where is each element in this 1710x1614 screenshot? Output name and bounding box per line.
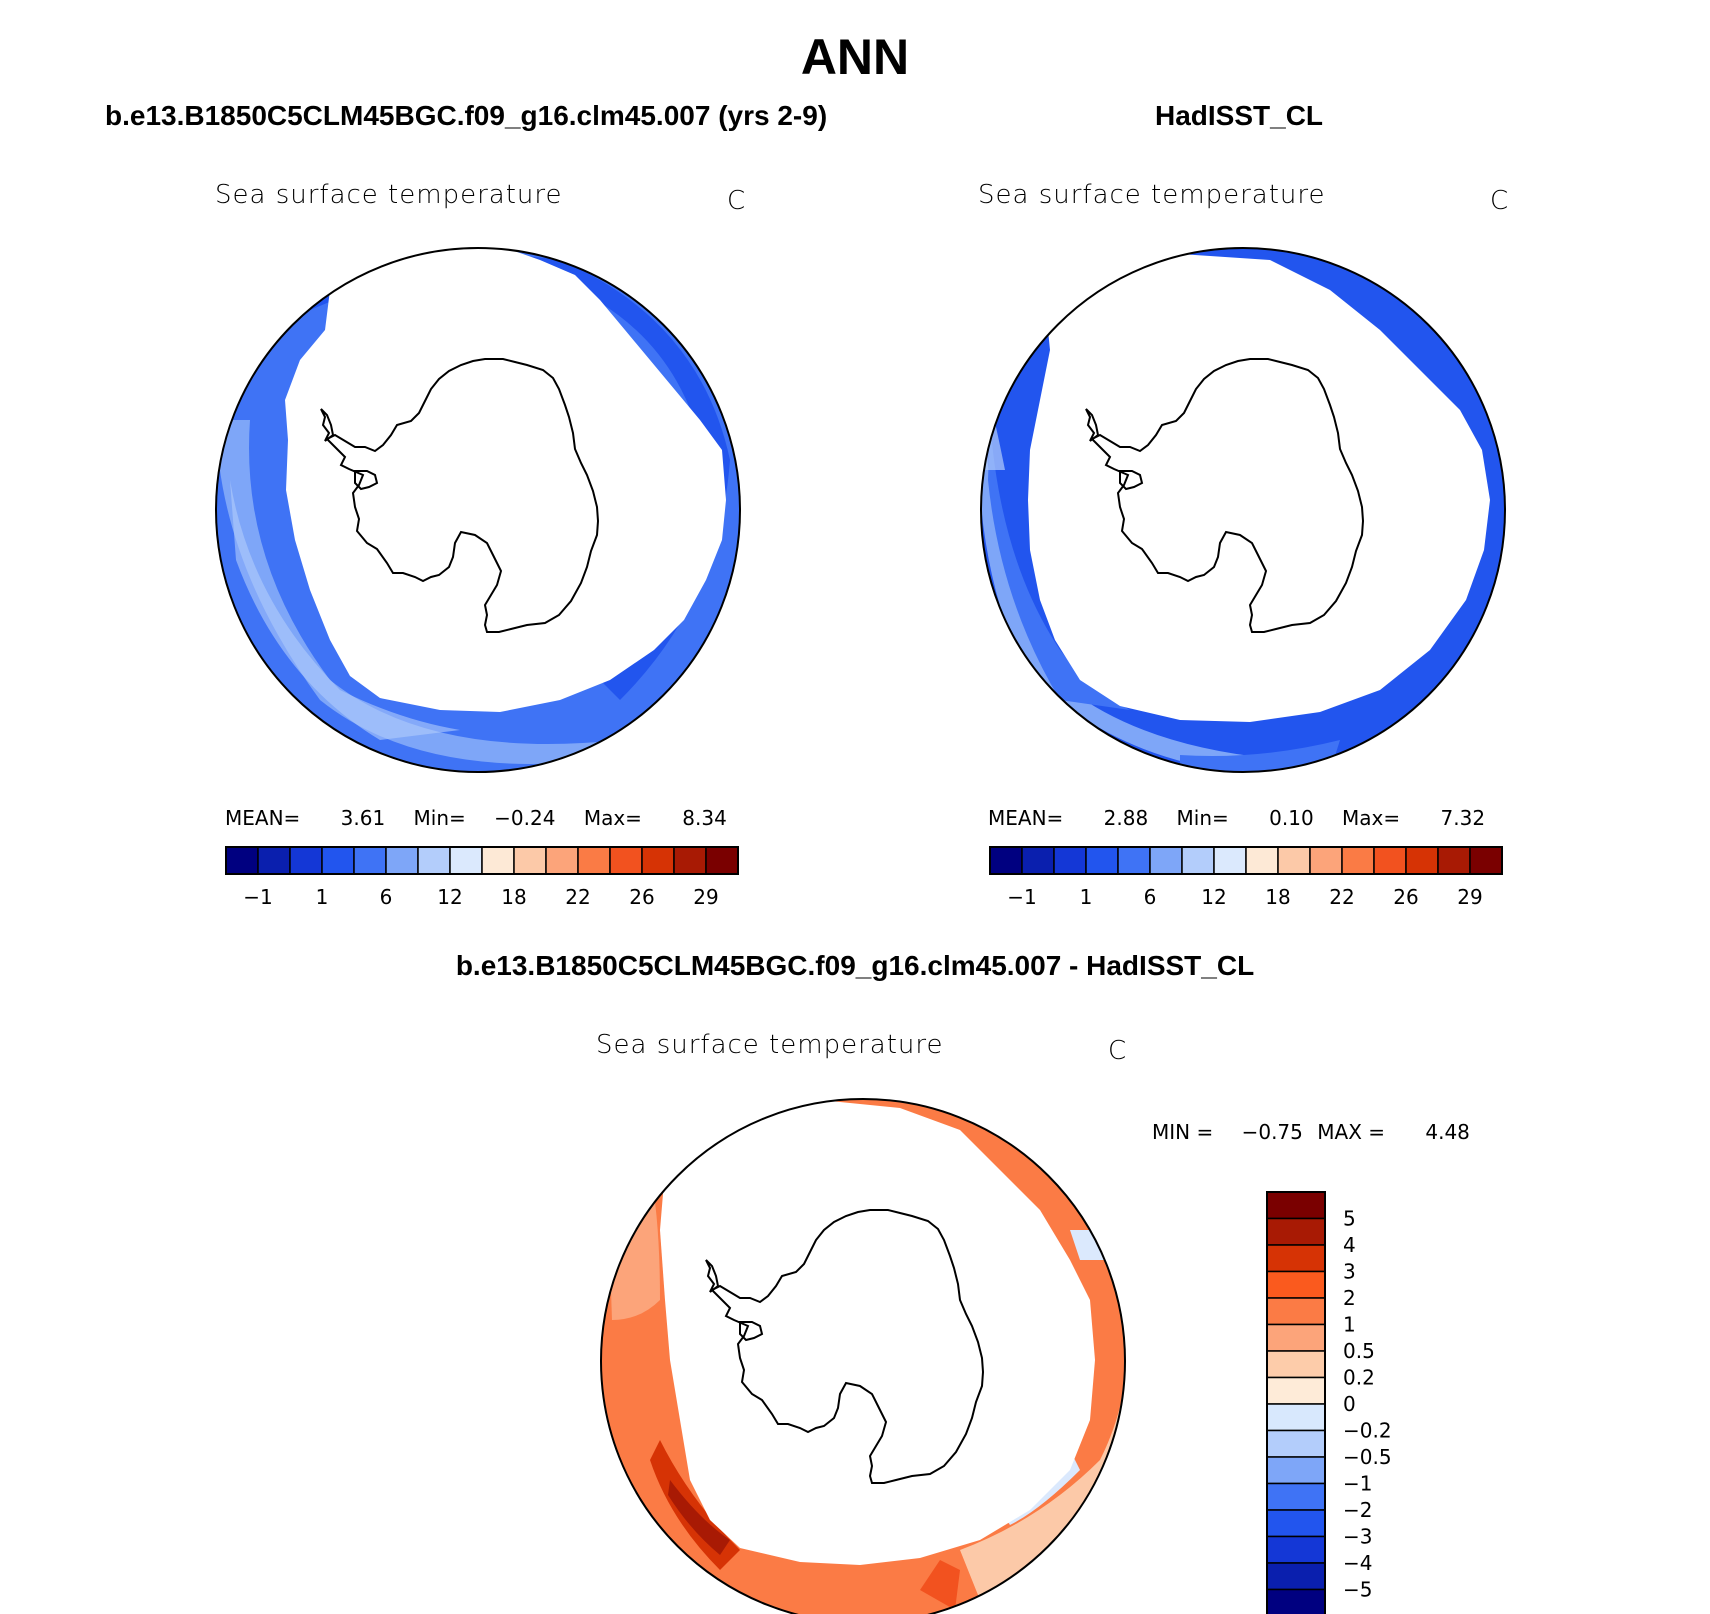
difference-colorbar-label: 1 <box>1343 1313 1356 1337</box>
difference-colorbar-swatch <box>1267 1219 1325 1246</box>
difference-colorbar-swatch <box>1267 1192 1325 1219</box>
obs-colorbar-swatch <box>1118 847 1150 874</box>
model-colorbar-swatch <box>226 847 258 874</box>
obs-colorbar-swatch <box>990 847 1022 874</box>
model-colorbar-swatch <box>258 847 290 874</box>
difference-colorbar-label: 0 <box>1343 1392 1356 1416</box>
model-colorbar-swatch <box>482 847 514 874</box>
difference-colorbar-swatch <box>1267 1484 1325 1511</box>
difference-colorbar-label: 3 <box>1343 1260 1356 1284</box>
obs-colorbar-swatch <box>1214 847 1246 874</box>
model-colorbar-swatch <box>642 847 674 874</box>
difference-colorbar-label: −4 <box>1343 1551 1372 1575</box>
obs-colorbar-tick-label: 18 <box>1265 885 1290 909</box>
obs-colorbar-swatch <box>1150 847 1182 874</box>
model-colorbar-tick-label: 29 <box>693 885 718 909</box>
model-colorbar-tick-label: 1 <box>316 885 329 909</box>
difference-colorbar-swatch <box>1267 1590 1325 1614</box>
difference-colorbar-swatch <box>1267 1404 1325 1431</box>
obs-colorbar-swatch <box>1470 847 1502 874</box>
model-colorbar-tick-label: 26 <box>629 885 654 909</box>
difference-colorbar-swatch <box>1267 1245 1325 1272</box>
model-colorbar-swatch <box>354 847 386 874</box>
difference-colorbar-swatch <box>1267 1510 1325 1537</box>
obs-map <box>978 248 1505 775</box>
model-colorbar-swatch <box>322 847 354 874</box>
obs-colorbar-tick-label: 1 <box>1080 885 1093 909</box>
obs-colorbar-swatch <box>1246 847 1278 874</box>
obs-colorbar-swatch <box>1406 847 1438 874</box>
obs-colorbar-swatch <box>1022 847 1054 874</box>
obs-colorbar-swatch <box>1374 847 1406 874</box>
model-colorbar-tick-label: 12 <box>437 885 462 909</box>
model-colorbar-swatch <box>514 847 546 874</box>
obs-colorbar-tick-label: 6 <box>1144 885 1157 909</box>
difference-colorbar-swatch <box>1267 1431 1325 1458</box>
obs-colorbar-swatch <box>1278 847 1310 874</box>
difference-colorbar-label: −0.2 <box>1343 1419 1392 1443</box>
model-colorbar-swatch <box>418 847 450 874</box>
model-colorbar-tick-label: −1 <box>243 885 272 909</box>
model-colorbar-swatch <box>610 847 642 874</box>
model-colorbar-swatch <box>706 847 738 874</box>
model-colorbar-tick-label: 18 <box>501 885 526 909</box>
difference-colorbar-swatch <box>1267 1563 1325 1590</box>
difference-colorbar-label: −2 <box>1343 1498 1372 1522</box>
difference-colorbar-label: 2 <box>1343 1286 1356 1310</box>
obs-colorbar-tick-label: 12 <box>1201 885 1226 909</box>
difference-colorbar-swatch <box>1267 1351 1325 1378</box>
model-colorbar: −1 1 6 12 18 22 26 29 <box>226 847 738 909</box>
obs-colorbar-tick-label: −1 <box>1007 885 1036 909</box>
model-colorbar-swatch <box>450 847 482 874</box>
obs-colorbar-tick-label: 22 <box>1329 885 1354 909</box>
obs-colorbar-swatch <box>1310 847 1342 874</box>
difference-colorbar-swatch <box>1267 1457 1325 1484</box>
difference-colorbar-label: 0.5 <box>1343 1339 1375 1363</box>
model-colorbar-tick-label: 6 <box>380 885 393 909</box>
difference-map <box>601 1099 1125 1614</box>
difference-colorbar-label: −3 <box>1343 1525 1372 1549</box>
model-sea-ice-mask <box>285 246 726 712</box>
model-colorbar-swatch <box>674 847 706 874</box>
model-colorbar-swatch <box>578 847 610 874</box>
difference-colorbar: 54 32 10.5 0.20 −0.2−0.5 −1−2 −3−4 −5 <box>1267 1192 1392 1614</box>
obs-colorbar-tick-label: 26 <box>1393 885 1418 909</box>
difference-colorbar-swatch <box>1267 1272 1325 1299</box>
model-colorbar-swatch <box>290 847 322 874</box>
difference-colorbar-swatch <box>1267 1378 1325 1405</box>
difference-colorbar-label: −0.5 <box>1343 1445 1392 1469</box>
difference-colorbar-label: 0.2 <box>1343 1366 1375 1390</box>
obs-colorbar-swatch <box>1054 847 1086 874</box>
model-map <box>216 246 740 772</box>
model-colorbar-swatch <box>546 847 578 874</box>
difference-colorbar-swatch <box>1267 1325 1325 1352</box>
obs-colorbar-swatch <box>1182 847 1214 874</box>
obs-colorbar-swatch <box>1438 847 1470 874</box>
obs-colorbar: −1 1 6 12 18 22 26 29 <box>990 847 1502 909</box>
model-colorbar-tick-label: 22 <box>565 885 590 909</box>
difference-colorbar-swatch <box>1267 1537 1325 1564</box>
obs-colorbar-tick-label: 29 <box>1457 885 1482 909</box>
difference-colorbar-label: 4 <box>1343 1233 1356 1257</box>
difference-colorbar-label: 5 <box>1343 1207 1356 1231</box>
difference-colorbar-swatch <box>1267 1298 1325 1325</box>
obs-colorbar-swatch <box>1342 847 1374 874</box>
map-canvas: −1 1 6 12 18 22 26 29 −1 1 6 12 18 22 26 29 543210.50.… <box>0 0 1710 1614</box>
obs-colorbar-swatch <box>1086 847 1118 874</box>
difference-colorbar-label: −1 <box>1343 1472 1372 1496</box>
model-colorbar-swatch <box>386 847 418 874</box>
difference-colorbar-label: −5 <box>1343 1578 1372 1602</box>
